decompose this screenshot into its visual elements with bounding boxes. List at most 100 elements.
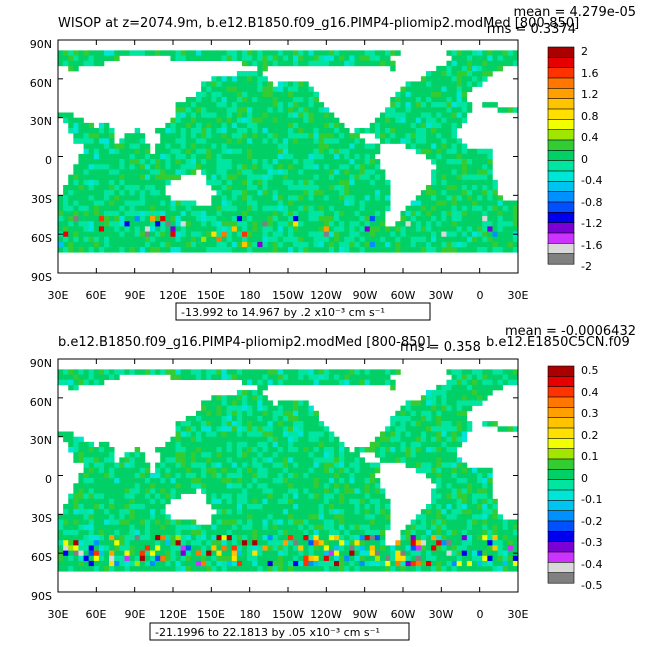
ocean-cell	[395, 236, 401, 243]
ocean-cell	[78, 457, 84, 463]
ocean-cell	[231, 472, 238, 479]
ocean-cell	[380, 374, 386, 381]
ocean-cell	[114, 514, 120, 520]
ocean-cell	[257, 195, 263, 201]
ocean-cell	[180, 535, 187, 541]
ocean-cell	[426, 153, 432, 160]
ocean-cell	[129, 216, 135, 222]
ocean-cell	[262, 200, 268, 206]
ocean-cell	[354, 143, 360, 150]
ocean-cell	[420, 81, 427, 87]
ocean-cell	[308, 200, 314, 206]
ocean-cell	[252, 241, 258, 248]
ocean-cell	[487, 384, 493, 391]
ocean-cell	[150, 210, 156, 217]
ocean-cell	[73, 550, 79, 557]
ocean-cell	[369, 519, 376, 525]
ocean-cell	[456, 241, 463, 248]
ocean-cell	[236, 529, 243, 536]
ocean-cell	[58, 535, 64, 541]
ocean-cell	[487, 174, 493, 181]
ocean-cell	[303, 184, 309, 191]
ocean-cell	[216, 555, 222, 562]
ocean-cell	[451, 390, 457, 396]
ocean-cell	[472, 221, 478, 227]
ocean-cell	[247, 545, 253, 551]
ocean-cell	[466, 478, 473, 484]
ocean-cell	[472, 467, 478, 474]
ocean-cell	[185, 133, 192, 139]
ocean-cell	[415, 535, 422, 541]
ocean-cell	[129, 241, 135, 248]
ocean-cell	[328, 503, 335, 510]
ocean-cell	[211, 524, 217, 531]
ocean-cell	[446, 102, 452, 108]
ocean-cell	[216, 216, 222, 222]
ocean-cell	[323, 107, 330, 113]
ocean-cell	[313, 241, 319, 248]
ocean-cell	[446, 410, 452, 417]
ocean-cell	[236, 221, 243, 227]
ocean-cell	[502, 369, 509, 375]
ocean-cell	[426, 143, 432, 150]
ocean-cell	[277, 138, 284, 144]
ocean-cell	[257, 128, 263, 134]
ocean-cell	[83, 535, 89, 541]
ocean-cell	[339, 169, 345, 175]
ocean-cell	[170, 550, 176, 557]
ocean-cell	[339, 143, 345, 150]
ocean-cell	[282, 133, 289, 139]
ocean-cell	[456, 488, 463, 494]
ocean-cell	[415, 148, 422, 155]
colorbar-swatch	[547, 160, 575, 172]
ocean-cell	[451, 179, 457, 186]
ocean-cell	[124, 50, 130, 56]
ocean-cell	[323, 483, 330, 489]
ocean-cell	[236, 405, 243, 412]
ocean-cell	[247, 421, 253, 427]
ocean-cell	[334, 503, 340, 510]
y-tick-label: 90N	[30, 38, 52, 51]
ocean-cell	[262, 529, 268, 536]
ocean-cell	[257, 221, 263, 227]
ocean-cell	[175, 369, 181, 375]
ocean-cell	[185, 96, 192, 103]
ocean-cell	[277, 102, 284, 108]
ocean-cell	[487, 50, 493, 56]
ocean-cell	[206, 462, 212, 469]
ocean-cell	[114, 205, 120, 212]
ocean-cell	[257, 478, 263, 484]
ocean-cell	[487, 472, 493, 479]
ocean-cell	[502, 545, 509, 551]
ocean-cell	[482, 514, 488, 520]
ocean-cell	[410, 102, 417, 108]
ocean-cell	[63, 231, 69, 238]
ocean-cell	[98, 478, 105, 484]
ocean-cell	[456, 436, 463, 443]
ocean-cell	[63, 60, 69, 67]
ocean-cell	[226, 81, 233, 87]
ocean-cell	[211, 122, 217, 129]
ocean-cell	[83, 369, 89, 375]
ocean-cell	[293, 405, 299, 412]
ocean-cell	[119, 153, 125, 160]
ocean-cell	[93, 540, 100, 546]
ocean-cell	[257, 400, 263, 406]
ocean-cell	[170, 236, 176, 243]
ocean-cell	[211, 91, 217, 98]
ocean-cell	[58, 241, 64, 248]
ocean-cell	[461, 76, 468, 82]
ocean-cell	[415, 138, 422, 144]
ocean-cell	[201, 441, 207, 448]
ocean-cell	[466, 379, 473, 386]
colorbar-swatch	[547, 77, 575, 89]
ocean-cell	[298, 462, 304, 469]
ocean-cell	[293, 452, 299, 458]
ocean-cell	[226, 148, 233, 155]
ocean-cell	[461, 205, 468, 212]
ocean-cell	[231, 159, 238, 165]
ocean-cell	[436, 410, 442, 417]
ocean-cell	[482, 71, 488, 77]
ocean-cell	[170, 231, 176, 238]
ocean-cell	[170, 493, 176, 500]
